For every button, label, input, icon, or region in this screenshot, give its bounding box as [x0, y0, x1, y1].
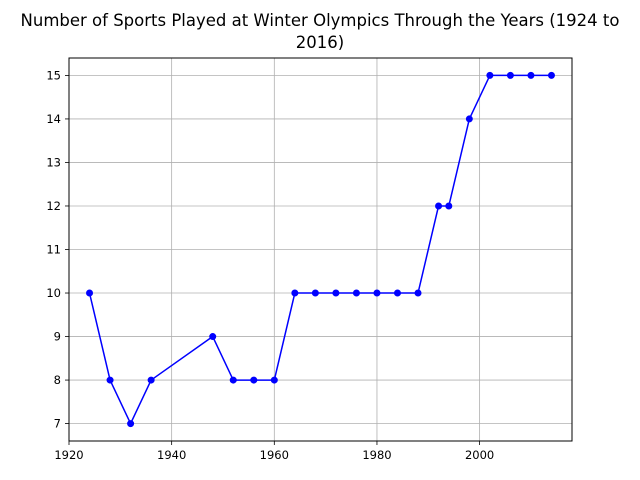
- data-point: [291, 289, 299, 297]
- data-point: [414, 289, 422, 297]
- data-point: [332, 289, 340, 297]
- y-tick-label: 7: [54, 417, 61, 431]
- data-point: [435, 202, 443, 210]
- data-point: [465, 115, 473, 123]
- chart-title-line-1: Number of Sports Played at Winter Olympi…: [20, 11, 620, 30]
- y-tick-label: 11: [46, 243, 61, 257]
- data-point: [352, 289, 360, 297]
- y-tick-label: 9: [54, 330, 61, 344]
- data-point: [527, 71, 535, 79]
- chart-title-line-2: 2016): [295, 33, 345, 52]
- x-tick-label: 1960: [260, 448, 289, 462]
- data-point: [393, 289, 401, 297]
- data-point: [250, 376, 258, 384]
- data-point: [373, 289, 381, 297]
- data-point: [486, 71, 494, 79]
- data-point: [311, 289, 319, 297]
- axis-ticks: 1920 1940 1960 1980 2000 7 8 9 10 11 12 13 14 15: [46, 68, 494, 462]
- data-point: [147, 376, 155, 384]
- data-point: [209, 333, 217, 341]
- data-point: [506, 71, 514, 79]
- x-tick-label: 1940: [157, 448, 186, 462]
- y-tick-label: 15: [46, 68, 61, 82]
- x-tick-label: 1920: [54, 448, 83, 462]
- chart-title: Number of Sports Played at Winter Olympi…: [0, 10, 640, 54]
- x-tick-label: 1980: [362, 448, 391, 462]
- x-tick-label: 2000: [465, 448, 494, 462]
- data-point: [547, 71, 555, 79]
- data-point: [445, 202, 453, 210]
- data-point: [106, 376, 114, 384]
- data-point: [270, 376, 278, 384]
- y-tick-label: 12: [46, 199, 61, 213]
- series-line: [88, 74, 552, 425]
- grid-lines: [68, 58, 572, 441]
- y-tick-label: 14: [46, 112, 61, 126]
- y-tick-label: 10: [46, 286, 61, 300]
- data-point: [127, 420, 135, 428]
- y-tick-label: 8: [54, 373, 61, 387]
- y-tick-label: 13: [46, 155, 61, 169]
- data-point: [86, 289, 94, 297]
- data-series: [86, 71, 555, 428]
- data-point: [229, 376, 237, 384]
